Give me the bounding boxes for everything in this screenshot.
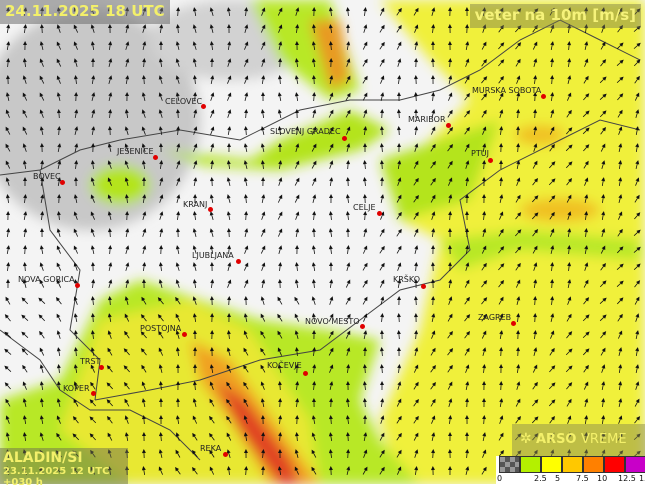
city-label: ZAGREB	[478, 313, 511, 322]
legend-tick: 12.5	[618, 474, 636, 483]
city-marker	[377, 211, 382, 216]
city-marker	[446, 123, 451, 128]
city-marker	[223, 452, 228, 457]
brand-bold: ARSO	[536, 432, 577, 447]
city-marker	[511, 321, 516, 326]
city-label: CELOVEC	[165, 97, 202, 106]
city-label: KRŠKO	[393, 275, 420, 284]
model-name: ALADIN/SI	[3, 450, 125, 466]
city-label: CELJE	[353, 203, 376, 212]
city-label: NOVO MESTO	[305, 317, 360, 326]
city-marker	[488, 158, 493, 163]
legend-tick: 0	[497, 474, 502, 483]
city-label: NOVA GORICA	[18, 275, 75, 284]
legend-swatch	[499, 456, 520, 473]
city-marker	[182, 332, 187, 337]
city-marker	[75, 283, 80, 288]
city-label: MURSKA SOBOTA	[472, 86, 541, 95]
legend-tick: 10	[597, 474, 607, 483]
arso-logo-icon: ✲	[520, 431, 532, 447]
city-marker	[208, 207, 213, 212]
city-label: KOPER	[63, 384, 90, 393]
city-label: REKA	[200, 444, 221, 453]
city-label: TRST	[80, 357, 100, 366]
legend-swatch	[583, 456, 604, 473]
city-marker	[342, 136, 347, 141]
legend-tick: 7.5	[576, 474, 589, 483]
city-marker	[91, 391, 96, 396]
city-label: JESENICE	[117, 147, 154, 156]
legend-swatch	[604, 456, 625, 473]
forecast-datetime: 24.11.2025 18 UTC	[0, 0, 170, 24]
model-info: ALADIN/SI 23.11.2025 12 UTC +030 h	[0, 448, 128, 484]
city-label: KOČEVJE	[267, 361, 302, 370]
city-marker	[236, 259, 241, 264]
city-marker	[360, 324, 365, 329]
color-legend: 0 2.5 5 7.5 10 12.515	[496, 456, 645, 484]
variable-label: veter na 10m [m/s]	[470, 4, 641, 28]
arso-vreme-logo: ✲ ARSO VREME	[512, 424, 645, 456]
legend-tick: 5	[555, 474, 560, 483]
city-label: BOVEC	[33, 172, 61, 181]
city-marker	[303, 371, 308, 376]
brand-light: VREME	[581, 432, 627, 447]
city-label: LJUBLJANA	[192, 251, 234, 260]
legend-swatch	[541, 456, 562, 473]
legend-swatch	[625, 456, 645, 473]
city-label: POSTOJNA	[140, 324, 181, 333]
city-marker	[421, 284, 426, 289]
legend-tick: 15	[639, 474, 645, 483]
legend-swatch	[520, 456, 541, 473]
legend-tick: 2.5	[534, 474, 547, 483]
city-label: MARIBOR	[408, 115, 446, 124]
city-marker	[541, 94, 546, 99]
model-run: 23.11.2025 12 UTC +030 h	[3, 466, 125, 488]
city-label: PTUJ	[471, 149, 489, 158]
legend-swatch	[562, 456, 583, 473]
city-label: KRANJ	[183, 200, 207, 209]
city-label: SLOVENJ GRADEC	[270, 127, 341, 136]
